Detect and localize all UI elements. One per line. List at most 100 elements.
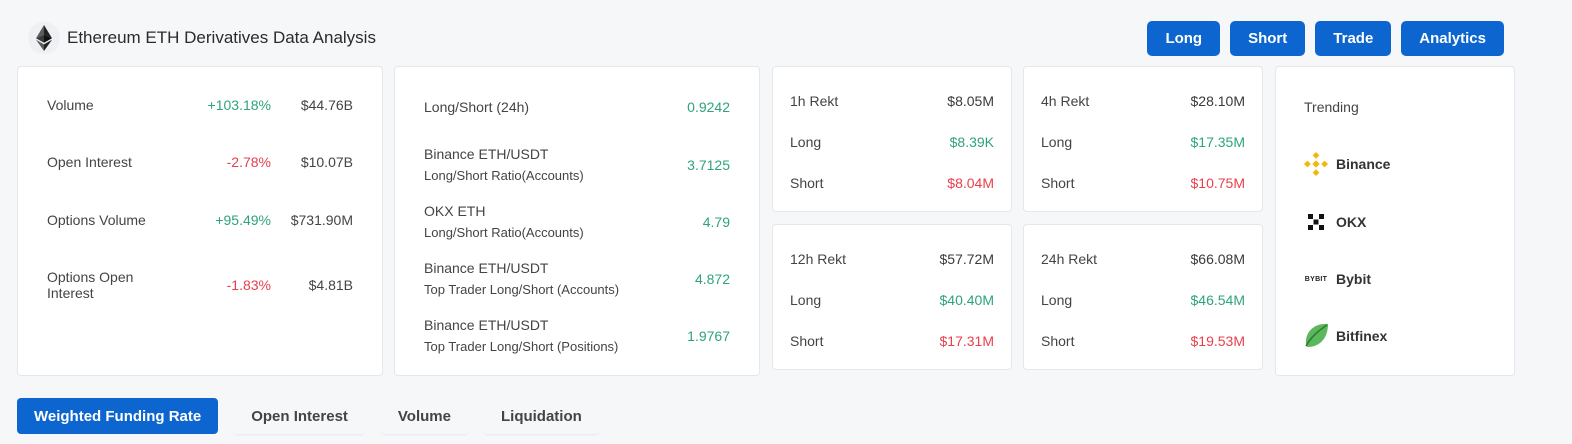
overview-card: Volume +103.18% $44.76B Open Interest -2… (17, 66, 383, 376)
ratios-card: Long/Short (24h) 0.9242 Binance ETH/USDT… (394, 66, 760, 376)
rekt-long-row: Long $46.54M (1041, 292, 1245, 308)
overview-change: -2.78% (226, 154, 271, 170)
rekt-card-1h: 1h Rekt $8.05M Long $8.39K Short $8.04M (772, 66, 1012, 212)
overview-value: $10.07B (300, 154, 353, 170)
rekt-total-row: 4h Rekt $28.10M (1041, 93, 1245, 109)
overview-row-open-interest: Open Interest -2.78% $10.07B (47, 154, 353, 170)
trending-item-bybit[interactable]: BYBIT Bybit (1303, 266, 1371, 292)
rekt-long-label: Long (790, 134, 822, 150)
ratio-row: Long/Short (24h) 0.9242 (424, 96, 730, 118)
rekt-short-row: Short $8.04M (790, 175, 994, 191)
bitfinex-icon (1303, 323, 1329, 349)
rekt-label: 24h Rekt (1041, 251, 1098, 267)
rekt-short-value: $17.31M (939, 333, 994, 349)
rekt-total-row: 24h Rekt $66.08M (1041, 251, 1245, 267)
rekt-long-value: $8.39K (949, 134, 994, 150)
ratio-value: 4.872 (694, 271, 730, 287)
ratio-row: Binance ETH/USDT Long/Short Ratio(Accoun… (424, 143, 730, 187)
ratio-sublabel: Top Trader Long/Short (Accounts) (424, 282, 620, 297)
ratio-label: Binance ETH/USDT (424, 260, 549, 276)
rekt-total: $28.10M (1190, 93, 1245, 109)
rekt-total-row: 1h Rekt $8.05M (790, 93, 994, 109)
rekt-short-row: Short $19.53M (1041, 333, 1245, 349)
rekt-label: 1h Rekt (790, 93, 839, 109)
bybit-icon: BYBIT (1304, 275, 1328, 283)
okx-icon (1303, 209, 1329, 235)
rekt-short-label: Short (790, 333, 824, 349)
tab-open-interest[interactable]: Open Interest (234, 398, 365, 434)
trade-button[interactable]: Trade (1315, 21, 1392, 56)
long-button[interactable]: Long (1147, 21, 1221, 56)
rekt-total: $57.72M (939, 251, 994, 267)
analytics-button[interactable]: Analytics (1401, 21, 1504, 56)
rekt-short-label: Short (1041, 175, 1075, 191)
ratio-value: 3.7125 (687, 157, 730, 173)
binance-icon (1303, 151, 1329, 177)
trending-item-binance[interactable]: Binance (1303, 151, 1390, 177)
rekt-total: $8.05M (947, 93, 994, 109)
top-button-group: Long Short Trade Analytics (1147, 21, 1504, 56)
rekt-short-value: $19.53M (1190, 333, 1245, 349)
rekt-short-row: Short $17.31M (790, 333, 994, 349)
rekt-short-label: Short (1041, 333, 1075, 349)
rekt-total: $66.08M (1190, 251, 1245, 267)
overview-change: +103.18% (207, 97, 271, 113)
rekt-long-value: $40.40M (939, 292, 994, 308)
page-title: Ethereum ETH Derivatives Data Analysis (67, 28, 376, 47)
ratio-row: Binance ETH/USDT Top Trader Long/Short (… (424, 314, 730, 358)
overview-row-volume: Volume +103.18% $44.76B (47, 97, 353, 113)
ratio-row: Binance ETH/USDT Top Trader Long/Short (… (424, 257, 730, 301)
page-header: Ethereum ETH Derivatives Data Analysis (28, 22, 376, 54)
rekt-long-label: Long (790, 292, 822, 308)
rekt-long-value: $17.35M (1190, 134, 1245, 150)
rekt-long-value: $46.54M (1190, 292, 1245, 308)
tab-liquidation[interactable]: Liquidation (483, 398, 599, 434)
ratio-sublabel: Long/Short Ratio(Accounts) (424, 225, 584, 240)
rekt-short-value: $8.04M (947, 175, 994, 191)
overview-label: Options Open Interest (47, 269, 134, 301)
ratio-row: OKX ETH Long/Short Ratio(Accounts) 4.79 (424, 200, 730, 244)
ratio-label: Binance ETH/USDT (424, 146, 549, 162)
overview-label: Volume (47, 97, 94, 113)
trending-item-label: Bybit (1336, 271, 1371, 287)
rekt-card-12h: 12h Rekt $57.72M Long $40.40M Short $17.… (772, 224, 1012, 370)
ratio-label: Long/Short (24h) (424, 99, 530, 115)
rekt-long-label: Long (1041, 134, 1073, 150)
trending-title: Trending (1304, 99, 1359, 115)
ratio-value: 1.9767 (687, 328, 730, 344)
overview-row-options-open-interest: Options Open Interest -1.83% $4.81B (47, 269, 353, 301)
overview-label: Open Interest (47, 154, 132, 170)
overview-row-options-volume: Options Volume +95.49% $731.90M (47, 212, 353, 228)
overview-label: Options Volume (47, 212, 146, 228)
rekt-long-row: Long $40.40M (790, 292, 994, 308)
rekt-card-24h: 24h Rekt $66.08M Long $46.54M Short $19.… (1023, 224, 1263, 370)
trending-item-label: Binance (1336, 156, 1391, 172)
rekt-card-4h: 4h Rekt $28.10M Long $17.35M Short $10.7… (1023, 66, 1263, 212)
trending-item-okx[interactable]: OKX (1303, 209, 1366, 235)
rekt-short-value: $10.75M (1190, 175, 1245, 191)
trending-card: Trending Binance (1275, 66, 1515, 376)
short-button[interactable]: Short (1230, 21, 1306, 56)
ratio-label: Binance ETH/USDT (424, 317, 549, 333)
rekt-total-row: 12h Rekt $57.72M (790, 251, 994, 267)
overview-value: $44.76B (300, 97, 353, 113)
ethereum-icon (28, 22, 60, 54)
trending-item-bitfinex[interactable]: Bitfinex (1303, 323, 1387, 349)
trending-item-label: OKX (1336, 214, 1367, 230)
overview-value: $731.90M (290, 212, 353, 228)
rekt-long-row: Long $17.35M (1041, 134, 1245, 150)
overview-change: -1.83% (226, 277, 271, 293)
rekt-short-label: Short (790, 175, 824, 191)
rekt-label: 4h Rekt (1041, 93, 1090, 109)
ratio-sublabel: Long/Short Ratio(Accounts) (424, 168, 584, 183)
ratio-value: 0.9242 (687, 99, 730, 115)
rekt-long-row: Long $8.39K (790, 134, 994, 150)
chart-tabs: Weighted Funding Rate Open Interest Volu… (17, 398, 599, 434)
tab-volume[interactable]: Volume (380, 398, 468, 434)
ratio-value: 4.79 (702, 214, 730, 230)
ratio-label: OKX ETH (424, 203, 486, 219)
rekt-label: 12h Rekt (790, 251, 847, 267)
rekt-short-row: Short $10.75M (1041, 175, 1245, 191)
overview-value: $4.81B (308, 277, 353, 293)
tab-weighted-funding-rate[interactable]: Weighted Funding Rate (17, 398, 219, 434)
